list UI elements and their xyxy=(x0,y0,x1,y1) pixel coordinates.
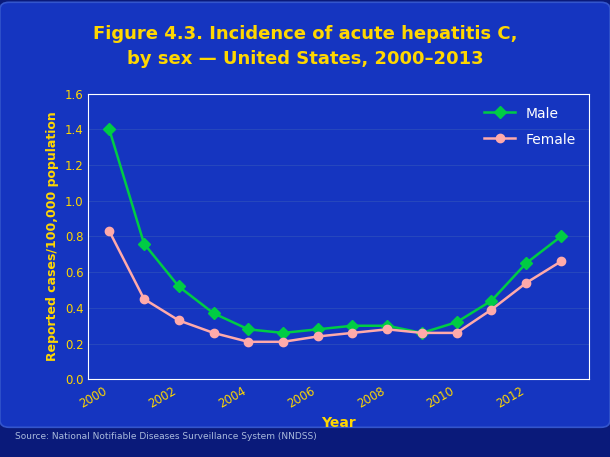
Male xyxy=(245,327,252,332)
Male xyxy=(210,310,217,316)
Male xyxy=(140,241,148,246)
X-axis label: Year: Year xyxy=(321,416,356,430)
Female xyxy=(453,330,461,335)
Male xyxy=(418,330,426,335)
Line: Male: Male xyxy=(105,125,565,337)
Female xyxy=(418,330,426,335)
Male xyxy=(453,319,461,325)
Female xyxy=(384,327,391,332)
Male xyxy=(349,323,356,329)
Female xyxy=(522,280,529,286)
Female xyxy=(175,318,182,323)
Female xyxy=(245,339,252,345)
Female xyxy=(488,307,495,313)
Female xyxy=(349,330,356,335)
Male xyxy=(384,323,391,329)
Female xyxy=(140,296,148,302)
Male xyxy=(279,330,287,335)
Male xyxy=(314,327,321,332)
Text: Source: National Notifiable Diseases Surveillance System (NNDSS): Source: National Notifiable Diseases Sur… xyxy=(15,432,317,441)
Female xyxy=(210,330,217,335)
Male xyxy=(557,234,564,239)
Male xyxy=(106,127,113,132)
Text: Figure 4.3. Incidence of acute hepatitis C,: Figure 4.3. Incidence of acute hepatitis… xyxy=(93,25,517,43)
Line: Female: Female xyxy=(105,227,565,346)
Text: by sex — United States, 2000–2013: by sex — United States, 2000–2013 xyxy=(127,50,483,69)
Male xyxy=(522,260,529,266)
Legend: Male, Female: Male, Female xyxy=(479,101,582,153)
Male xyxy=(175,284,182,289)
Male xyxy=(488,298,495,303)
Y-axis label: Reported cases/100,000 population: Reported cases/100,000 population xyxy=(46,112,59,361)
Female xyxy=(279,339,287,345)
Female xyxy=(106,228,113,234)
Female xyxy=(314,334,321,339)
FancyBboxPatch shape xyxy=(0,2,610,427)
Female xyxy=(557,259,564,264)
